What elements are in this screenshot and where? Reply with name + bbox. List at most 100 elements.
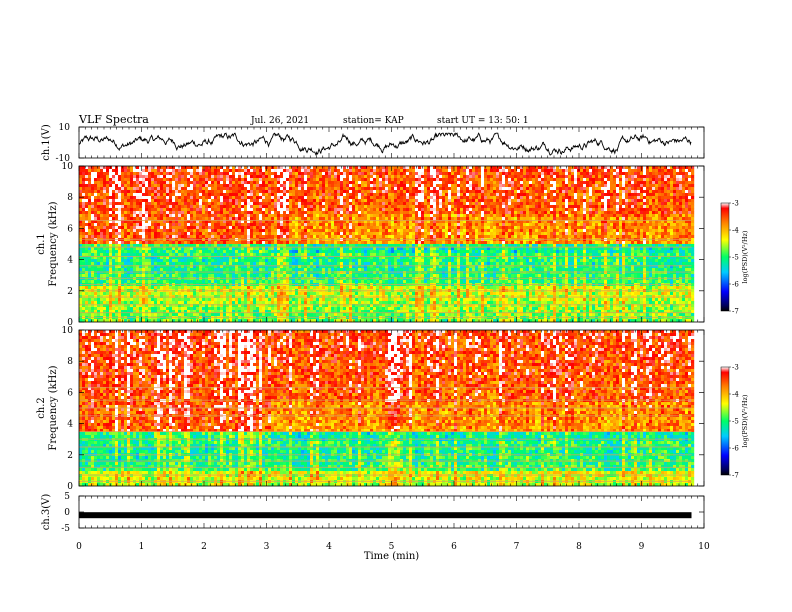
- spectrogram-cell: [169, 232, 173, 236]
- spectrogram-cell: [208, 169, 212, 173]
- spectrogram-cell: [139, 244, 143, 248]
- spectrogram-cell: [103, 229, 107, 233]
- spectrogram-cell: [172, 304, 176, 308]
- spectrogram-cell: [202, 307, 206, 311]
- spectrogram-cell: [289, 241, 293, 245]
- spectrogram-cell: [220, 190, 224, 194]
- spectrogram-cell: [298, 310, 302, 314]
- spectrogram-cell: [133, 217, 137, 221]
- spectrogram-cell: [88, 202, 92, 206]
- spectrogram-cell: [190, 214, 194, 218]
- spectrogram-cell: [217, 301, 221, 305]
- spectrogram-cell: [241, 319, 245, 323]
- spectrogram-cell: [310, 169, 314, 173]
- spectrogram-cell: [301, 178, 305, 182]
- spectrogram-cell: [199, 268, 203, 272]
- spectrogram-cell: [142, 244, 146, 248]
- spectrogram-cell: [313, 301, 317, 305]
- spectrogram-cell: [175, 259, 179, 263]
- spectrogram-cell: [340, 232, 344, 236]
- spectrogram-cell: [352, 214, 356, 218]
- spectrogram-cell: [172, 172, 176, 176]
- spectrogram-cell: [127, 274, 131, 278]
- spectrogram-cell: [202, 166, 206, 170]
- spectrogram-cell: [346, 313, 350, 317]
- spectrogram-cell: [142, 220, 146, 224]
- spectrogram-cell: [160, 286, 164, 290]
- spectrogram-cell: [268, 241, 272, 245]
- spectrogram-cell: [220, 223, 224, 227]
- spectrogram-cell: [154, 217, 158, 221]
- spectrogram-cell: [292, 262, 296, 266]
- spectrogram-cell: [100, 307, 104, 311]
- spectrogram-cell: [205, 229, 209, 233]
- spectrogram-cell: [100, 205, 104, 209]
- spectrogram-cell: [271, 196, 275, 200]
- spectrogram-cell: [235, 262, 239, 266]
- spectrogram-cell: [184, 262, 188, 266]
- spectrogram-cell: [283, 196, 287, 200]
- spectrogram-cell: [337, 253, 341, 257]
- spectrogram-cell: [247, 229, 251, 233]
- spectrogram-cell: [352, 220, 356, 224]
- spectrogram-cell: [145, 319, 149, 323]
- spectrogram-cell: [196, 247, 200, 251]
- spectrogram-cell: [154, 181, 158, 185]
- spectrogram-cell: [340, 193, 344, 197]
- spectrogram-cell: [118, 208, 122, 212]
- spectrogram-cell: [85, 223, 89, 227]
- spectrogram-cell: [253, 217, 257, 221]
- spectrogram-cell: [202, 298, 206, 302]
- spectrogram-cell: [343, 241, 347, 245]
- spectrogram-cell: [217, 319, 221, 323]
- spectrogram-cell: [208, 256, 212, 260]
- spectrogram-cell: [217, 190, 221, 194]
- spectrogram-cell: [211, 196, 215, 200]
- spectrogram-cell: [325, 262, 329, 266]
- spectrogram-cell: [256, 265, 260, 269]
- spectrogram-cell: [223, 292, 227, 296]
- spectrogram-cell: [244, 172, 248, 176]
- spectrogram-cell: [295, 172, 299, 176]
- spectrogram-cell: [298, 298, 302, 302]
- spectrogram-cell: [139, 280, 143, 284]
- spectrogram-cell: [109, 196, 113, 200]
- spectrogram-cell: [352, 313, 356, 317]
- spectrogram-cell: [283, 259, 287, 263]
- spectrogram-cell: [79, 178, 83, 182]
- spectrogram-cell: [328, 292, 332, 296]
- spectrogram-cell: [157, 244, 161, 248]
- spectrogram-cell: [349, 178, 353, 182]
- spectrogram-cell: [112, 271, 116, 275]
- spectrogram-cell: [88, 244, 92, 248]
- spectrogram-cell: [346, 193, 350, 197]
- spectrogram-cell: [259, 172, 263, 176]
- spectrogram-cell: [79, 235, 83, 239]
- spectrogram-cell: [109, 310, 113, 314]
- spectrogram-cell: [340, 280, 344, 284]
- spectrogram-cell: [286, 196, 290, 200]
- spectrogram-cell: [223, 319, 227, 323]
- spectrogram-cell: [262, 235, 266, 239]
- spectrogram-cell: [334, 244, 338, 248]
- spectrogram-cell: [346, 214, 350, 218]
- spectrogram-cell: [295, 241, 299, 245]
- spectrogram-cell: [157, 232, 161, 236]
- spectrogram-cell: [331, 304, 335, 308]
- spectrogram-cell: [346, 259, 350, 263]
- spectrogram-cell: [298, 244, 302, 248]
- spectrogram-cell: [94, 217, 98, 221]
- spectrogram-cell: [250, 307, 254, 311]
- spectrogram-cell: [286, 259, 290, 263]
- spectrogram-cell: [250, 286, 254, 290]
- spectrogram-cell: [280, 202, 284, 206]
- spectrogram-cell: [82, 319, 86, 323]
- spectrogram-cell: [229, 271, 233, 275]
- spectrogram-cell: [145, 259, 149, 263]
- spectrogram-cell: [193, 301, 197, 305]
- spectrogram-cell: [133, 166, 137, 170]
- spectrogram-cell: [121, 178, 125, 182]
- spectrogram-cell: [334, 262, 338, 266]
- spectrogram-cell: [295, 223, 299, 227]
- spectrogram-cell: [223, 211, 227, 215]
